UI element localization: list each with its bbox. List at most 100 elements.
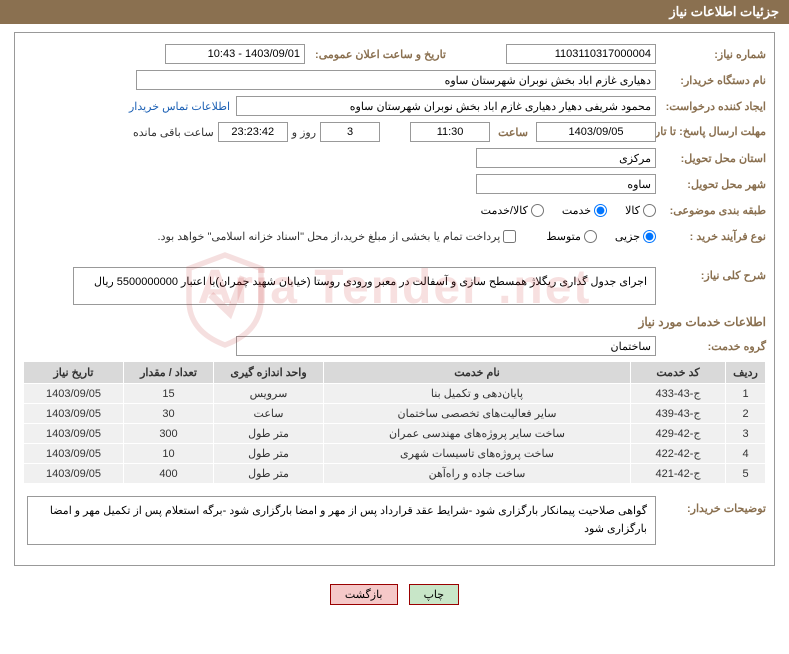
radio-partial-input[interactable] (643, 230, 656, 243)
cell-qty: 30 (124, 404, 214, 424)
cell-date: 1403/09/05 (24, 384, 124, 404)
field-deadline-date: 1403/09/05 (536, 122, 656, 142)
cell-n: 3 (726, 424, 766, 444)
cell-date: 1403/09/05 (24, 424, 124, 444)
cell-code: ج-42-421 (631, 464, 726, 484)
section-services-info: اطلاعات خدمات مورد نیاز (23, 315, 766, 329)
panel-header: جزئیات اطلاعات نیاز (0, 0, 789, 24)
label-subject-class: طبقه بندی موضوعی: (656, 204, 766, 217)
checkbox-payment-label: پرداخت تمام یا بخشی از مبلغ خرید،از محل … (158, 230, 501, 243)
field-province: مرکزی (476, 148, 656, 168)
label-time: ساعت (494, 126, 528, 139)
cell-name: ساخت پروژه‌های تاسیسات شهری (324, 444, 631, 464)
cell-qty: 400 (124, 464, 214, 484)
field-service-group: ساختمان (236, 336, 656, 356)
row-province: استان محل تحویل: مرکزی (23, 147, 766, 169)
cell-n: 1 (726, 384, 766, 404)
cell-unit: سرویس (214, 384, 324, 404)
cell-qty: 300 (124, 424, 214, 444)
field-buyer-org: دهیاری غازم اباد بخش نوبران شهرستان ساوه (136, 70, 656, 90)
field-buyer-notes: گواهی صلاحیت پیمانکار بارگزاری شود -شرای… (27, 496, 656, 545)
radio-goods-label: کالا (625, 204, 640, 217)
cell-code: ج-42-422 (631, 444, 726, 464)
radio-both-label: کالا/خدمت (481, 204, 528, 217)
table-row: 5ج-42-421ساخت جاده و راه‌آهنمتر طول40014… (24, 464, 766, 484)
back-button[interactable]: بازگشت (330, 584, 398, 605)
cell-unit: ساعت (214, 404, 324, 424)
field-deadline-time: 11:30 (410, 122, 490, 142)
table-row: 2ج-43-439سایر فعالیت‌های تخصصی ساختمانسا… (24, 404, 766, 424)
row-city: شهر محل تحویل: ساوه (23, 173, 766, 195)
label-buyer-notes: توضیحات خریدار: (656, 494, 766, 515)
checkbox-payment[interactable]: پرداخت تمام یا بخشی از مبلغ خرید،از محل … (158, 230, 517, 243)
label-request-creator: ایجاد کننده درخواست: (656, 100, 766, 113)
label-province: استان محل تحویل: (656, 152, 766, 165)
services-table: ردیف کد خدمت نام خدمت واحد اندازه گیری ت… (23, 361, 766, 484)
table-row: 3ج-42-429ساخت سایر پروژه‌های مهندسی عمرا… (24, 424, 766, 444)
cell-name: ساخت جاده و راه‌آهن (324, 464, 631, 484)
cell-unit: متر طول (214, 464, 324, 484)
row-service-group: گروه خدمت: ساختمان (23, 335, 766, 357)
radio-service[interactable]: خدمت (562, 204, 607, 217)
radio-medium-input[interactable] (584, 230, 597, 243)
button-row: چاپ بازگشت (0, 574, 789, 619)
row-subject-class: طبقه بندی موضوعی: کالا خدمت کالا/خدمت (23, 199, 766, 221)
row-general-desc: شرح کلی نیاز: اجرای جدول گذاری ریگلاژ هم… (23, 265, 766, 307)
cell-qty: 10 (124, 444, 214, 464)
radio-both-input[interactable] (531, 204, 544, 217)
radio-both[interactable]: کالا/خدمت (481, 204, 544, 217)
cell-name: سایر فعالیت‌های تخصصی ساختمان (324, 404, 631, 424)
th-unit: واحد اندازه گیری (214, 362, 324, 384)
row-purchase-type: نوع فرآیند خرید : جزیی متوسط پرداخت تمام… (23, 225, 766, 247)
table-row: 4ج-42-422ساخت پروژه‌های تاسیسات شهریمتر … (24, 444, 766, 464)
radio-medium[interactable]: متوسط (546, 230, 597, 243)
cell-date: 1403/09/05 (24, 404, 124, 424)
cell-unit: متر طول (214, 424, 324, 444)
th-code: کد خدمت (631, 362, 726, 384)
cell-name: ساخت سایر پروژه‌های مهندسی عمران (324, 424, 631, 444)
radio-group-subject: کالا خدمت کالا/خدمت (481, 204, 656, 217)
cell-n: 5 (726, 464, 766, 484)
table-header-row: ردیف کد خدمت نام خدمت واحد اندازه گیری ت… (24, 362, 766, 384)
row-buyer-notes: توضیحات خریدار: گواهی صلاحیت پیمانکار با… (23, 494, 766, 547)
table-row: 1ج-43-433پایان‌دهی و تکمیل بناسرویس15140… (24, 384, 766, 404)
th-qty: تعداد / مقدار (124, 362, 214, 384)
radio-service-label: خدمت (562, 204, 591, 217)
checkbox-payment-input[interactable] (503, 230, 516, 243)
radio-goods[interactable]: کالا (625, 204, 656, 217)
print-button[interactable]: چاپ (409, 584, 460, 605)
field-remaining-days: 3 (320, 122, 380, 142)
radio-group-purchase: جزیی متوسط (546, 230, 656, 243)
cell-name: پایان‌دهی و تکمیل بنا (324, 384, 631, 404)
cell-code: ج-42-429 (631, 424, 726, 444)
radio-service-input[interactable] (594, 204, 607, 217)
label-announcement-datetime: تاریخ و ساعت اعلان عمومی: (311, 48, 446, 61)
cell-qty: 15 (124, 384, 214, 404)
cell-date: 1403/09/05 (24, 464, 124, 484)
label-general-desc: شرح کلی نیاز: (656, 265, 766, 282)
page-container: جزئیات اطلاعات نیاز شماره نیاز: 11031103… (0, 0, 789, 619)
th-date: تاریخ نیاز (24, 362, 124, 384)
radio-partial-label: جزیی (615, 230, 640, 243)
row-need-number: شماره نیاز: 1103110317000004 تاریخ و ساع… (23, 43, 766, 65)
field-remaining-time: 23:23:42 (218, 122, 288, 142)
radio-partial[interactable]: جزیی (615, 230, 656, 243)
label-service-group: گروه خدمت: (656, 340, 766, 353)
field-request-creator: محمود شریفی دهیار دهیاری غازم اباد بخش ن… (236, 96, 656, 116)
radio-medium-label: متوسط (546, 230, 581, 243)
cell-date: 1403/09/05 (24, 444, 124, 464)
radio-goods-input[interactable] (643, 204, 656, 217)
link-buyer-contact[interactable]: اطلاعات تماس خریدار (129, 100, 230, 113)
field-announcement-datetime: 1403/09/01 - 10:43 (165, 44, 305, 64)
label-remaining: ساعت باقی مانده (133, 126, 214, 139)
field-need-number: 1103110317000004 (506, 44, 656, 64)
th-name: نام خدمت (324, 362, 631, 384)
field-city: ساوه (476, 174, 656, 194)
label-purchase-type: نوع فرآیند خرید : (656, 230, 766, 243)
label-days-and: روز و (292, 126, 316, 139)
details-panel: شماره نیاز: 1103110317000004 تاریخ و ساع… (14, 32, 775, 566)
cell-code: ج-43-439 (631, 404, 726, 424)
table-body: 1ج-43-433پایان‌دهی و تکمیل بناسرویس15140… (24, 384, 766, 484)
row-deadline: مهلت ارسال پاسخ: تا تاریخ: 1403/09/05 سا… (23, 121, 766, 143)
label-city: شهر محل تحویل: (656, 178, 766, 191)
